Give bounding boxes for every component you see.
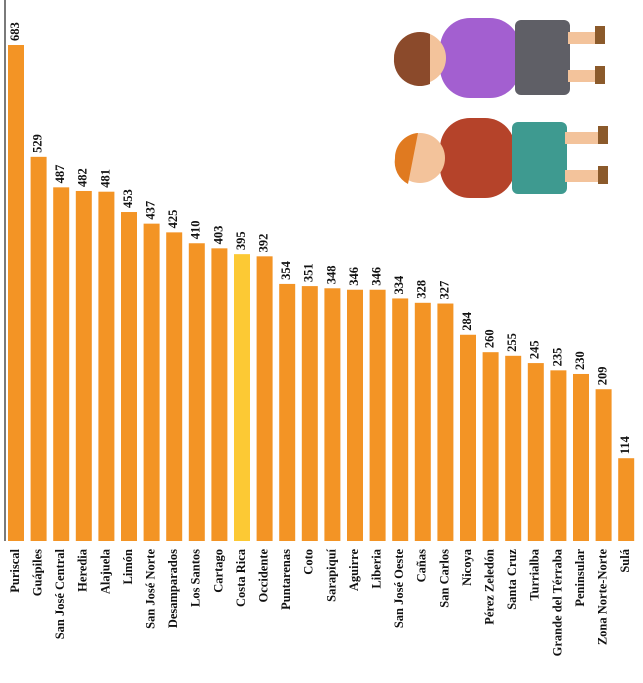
bar xyxy=(392,298,409,541)
bar xyxy=(595,389,612,541)
x-tick-label: Pérez Zeledón xyxy=(482,549,496,625)
bar xyxy=(8,45,24,541)
bar xyxy=(527,363,544,541)
x-tick-label: Puriscal xyxy=(8,548,22,592)
illustration xyxy=(393,18,608,198)
x-tick-label: Peninsular xyxy=(573,549,587,607)
x-tick-label: Nicoya xyxy=(460,548,474,586)
bar xyxy=(53,187,70,542)
data-label: 346 xyxy=(347,267,361,286)
bar xyxy=(437,303,454,541)
data-label: 482 xyxy=(76,168,90,187)
data-label: 529 xyxy=(30,134,44,153)
bar xyxy=(279,283,296,541)
data-label: 683 xyxy=(8,22,22,41)
x-tick-label: San José Central xyxy=(53,548,67,639)
bar xyxy=(505,355,522,541)
bar xyxy=(30,156,47,542)
bar xyxy=(121,212,137,541)
data-label: 334 xyxy=(392,275,406,295)
x-tick-label: Cartago xyxy=(211,549,225,593)
data-label: 114 xyxy=(618,435,632,454)
data-label: 481 xyxy=(98,169,112,188)
bar xyxy=(324,288,341,541)
bar xyxy=(414,302,431,541)
x-tick-label: Occidente xyxy=(256,549,270,603)
x-tick-label: Turrialba xyxy=(528,548,542,600)
data-label: 348 xyxy=(324,266,338,285)
x-tick-label: Alajuela xyxy=(98,548,112,594)
data-label: 392 xyxy=(256,234,270,253)
data-label: 453 xyxy=(121,189,135,208)
x-tick-label: Costa Rica xyxy=(234,548,248,607)
data-label: 327 xyxy=(437,281,451,300)
bar xyxy=(143,223,160,541)
x-tick-label: Sulá xyxy=(618,548,632,572)
data-label: 395 xyxy=(234,231,248,250)
data-label: 328 xyxy=(415,280,429,299)
bar xyxy=(573,373,589,541)
bar xyxy=(234,254,250,541)
data-label: 425 xyxy=(166,210,180,229)
x-tick-label: Aguirre xyxy=(347,549,361,592)
x-tick-label: Sarapiquí xyxy=(324,548,338,601)
bar xyxy=(166,232,183,541)
data-label: 255 xyxy=(505,333,519,352)
data-label: 351 xyxy=(302,263,316,282)
bar xyxy=(482,352,499,541)
bar xyxy=(618,458,635,541)
x-tick-label: Puntarenas xyxy=(279,549,293,610)
bar xyxy=(188,243,205,541)
bar xyxy=(369,289,386,541)
x-tick-label: Cañas xyxy=(415,549,429,582)
x-tick-label: Heredia xyxy=(76,548,90,592)
data-label: 245 xyxy=(528,340,542,359)
bar xyxy=(301,286,318,541)
bar xyxy=(347,289,363,541)
x-tick-label: Liberia xyxy=(369,548,383,588)
x-tick-label: Grande del Térraba xyxy=(550,548,564,656)
data-label: 235 xyxy=(550,348,564,367)
data-label: 346 xyxy=(369,267,383,286)
bar xyxy=(98,191,115,541)
x-tick-label: Guápiles xyxy=(30,549,44,596)
data-label: 260 xyxy=(482,329,496,348)
data-label: 403 xyxy=(211,226,225,245)
x-tick-label: Santa Cruz xyxy=(505,549,519,610)
data-label: 354 xyxy=(279,260,293,280)
x-tick-label: Los Santos xyxy=(189,549,203,607)
data-label: 230 xyxy=(573,351,587,370)
x-tick-label: San José Norte xyxy=(143,549,157,629)
data-label: 487 xyxy=(53,165,67,184)
data-label: 209 xyxy=(595,366,609,385)
x-tick-label: San Carlos xyxy=(437,549,451,608)
x-tick-label: Coto xyxy=(302,549,316,575)
x-tick-label: Limón xyxy=(121,549,135,584)
data-label: 284 xyxy=(460,311,474,331)
x-tick-label: Desamparados xyxy=(166,549,180,628)
bar xyxy=(75,190,92,542)
bar xyxy=(550,370,567,541)
x-tick-label: San José Oeste xyxy=(392,549,406,629)
data-label: 410 xyxy=(189,221,203,240)
data-label: 437 xyxy=(143,201,157,220)
bar xyxy=(211,248,228,542)
x-tick-label: Zona Norte-Norte xyxy=(595,549,609,646)
bar xyxy=(256,256,273,541)
bar xyxy=(460,334,476,541)
